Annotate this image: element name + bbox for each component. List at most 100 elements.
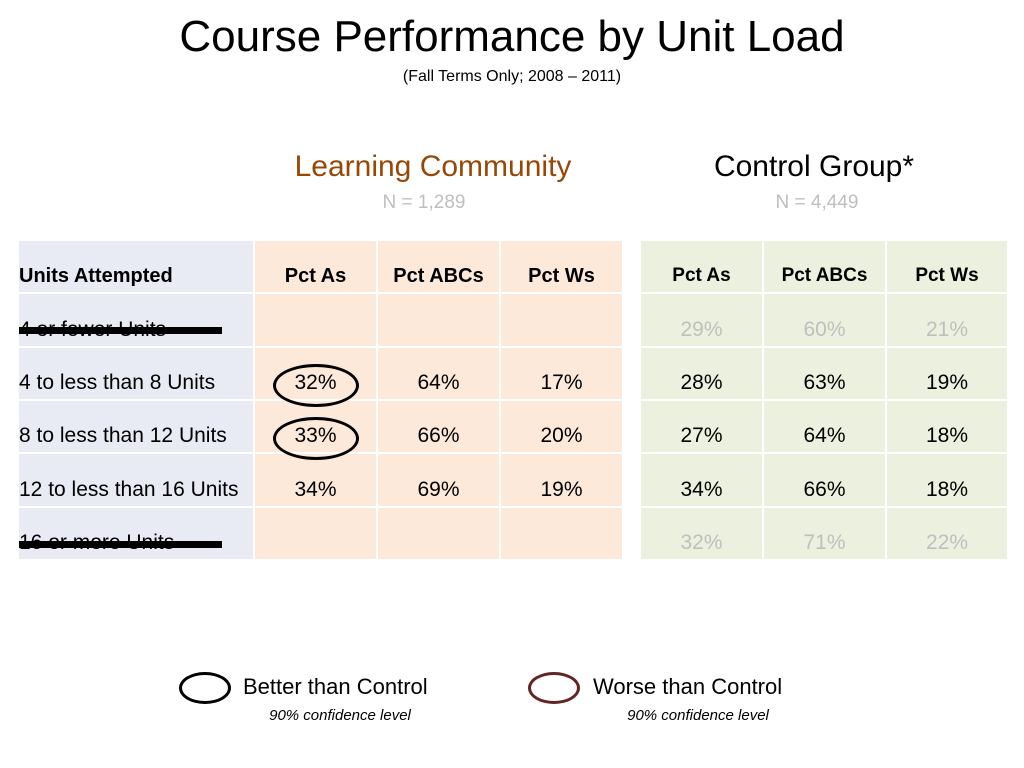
cg-pct-abcs-value: 60% — [803, 317, 846, 341]
table-row: 4 or fewer Units 29% 60% 21% — [18, 293, 1008, 347]
table-header-row: Units Attempted Pct As Pct ABCs Pct Ws P… — [18, 240, 1008, 294]
results-table: Units Attempted Pct As Pct ABCs Pct Ws P… — [18, 240, 1008, 560]
cg-header-cell: Pct Ws — [886, 240, 1008, 294]
lc-value-cell — [254, 293, 377, 347]
lc-pct-abcs-header: Pct ABCs — [393, 265, 484, 288]
legend-note: 90% confidence level — [269, 707, 411, 724]
cg-header-cell: Pct ABCs — [763, 240, 886, 294]
lc-value-cell — [377, 506, 500, 560]
cg-pct-as-value: 29% — [680, 317, 723, 341]
lc-pct-as-value: 33% — [294, 424, 337, 448]
lc-value-cell: 20% — [500, 399, 623, 454]
lc-value-cell: 69% — [377, 453, 500, 507]
lc-value-cell: 32% — [254, 346, 377, 407]
cg-pct-ws-value: 18% — [925, 424, 969, 448]
row-label-cell: 16 or more Units — [18, 506, 254, 560]
row-label: 4 to less than 8 Units — [19, 370, 216, 394]
cg-pct-ws-value: 22% — [925, 530, 969, 554]
row-label-cell: 12 to less than 16 Units — [18, 453, 254, 507]
cg-pct-abcs-value: 64% — [803, 424, 846, 448]
cg-pct-abcs-header: Pct ABCs — [781, 265, 868, 287]
cg-pct-ws-header: Pct Ws — [915, 265, 979, 287]
lc-pct-as-header: Pct As — [284, 265, 347, 288]
table-row: 12 to less than 16 Units 34% 69% 19% 34%… — [18, 453, 1008, 507]
lc-pct-ws-header: Pct Ws — [528, 265, 595, 288]
cg-value-cell: 29% — [640, 293, 763, 347]
lc-header-cell: Pct ABCs — [377, 240, 500, 294]
lc-value-cell: 66% — [377, 399, 500, 454]
cg-pct-as-value: 32% — [680, 530, 723, 554]
lc-header-cell: Pct As — [254, 240, 377, 294]
cg-header-cell: Pct As — [640, 240, 763, 294]
strikethrough-line — [19, 327, 222, 335]
lc-pct-as-value: 34% — [294, 477, 337, 501]
cg-value-cell: 71% — [763, 506, 886, 560]
lc-value-cell: 17% — [500, 346, 623, 400]
cg-pct-as-value: 27% — [680, 424, 723, 448]
legend-label: Worse than Control — [593, 674, 783, 699]
lc-pct-as-value: 32% — [294, 370, 337, 394]
cg-value-cell: 27% — [640, 399, 763, 454]
cg-pct-abcs-value: 63% — [803, 370, 846, 394]
legend-item-worse: Worse than Control 90% confidence level — [528, 670, 818, 732]
row-label-cell: 4 to less than 8 Units — [18, 346, 254, 400]
cg-pct-as-value: 28% — [680, 370, 723, 394]
lc-value-cell — [500, 506, 623, 560]
cg-pct-abcs-value: 66% — [803, 477, 846, 501]
lc-value-cell — [254, 506, 377, 560]
cg-value-cell: 19% — [886, 346, 1008, 400]
slide-title: Course Performance by Unit Load — [179, 12, 845, 61]
legend-ellipse-icon — [528, 672, 580, 704]
lc-value-cell — [377, 293, 500, 347]
cg-pct-ws-value: 21% — [925, 317, 969, 341]
cg-value-cell: 64% — [763, 399, 886, 454]
legend-note: 90% confidence level — [627, 707, 769, 724]
cg-value-cell: 21% — [886, 293, 1008, 347]
cg-pct-as-header: Pct As — [672, 265, 731, 287]
lc-value-cell: 33% — [254, 399, 377, 460]
cg-pct-ws-value: 19% — [925, 370, 969, 394]
lc-pct-ws-value: 19% — [540, 477, 583, 501]
lc-pct-ws-value: 17% — [540, 370, 583, 394]
lc-header-cell: Pct Ws — [500, 240, 623, 294]
cg-value-cell: 28% — [640, 346, 763, 400]
lc-value-cell — [500, 293, 623, 347]
control-group-n: N = 4,449 — [775, 192, 859, 213]
lc-value-cell: 19% — [500, 453, 623, 507]
learning-community-title: Learning Community — [294, 150, 572, 183]
cg-pct-as-value: 34% — [680, 477, 723, 501]
lc-pct-ws-value: 20% — [540, 424, 583, 448]
row-label: 8 to less than 12 Units — [19, 424, 227, 448]
cg-value-cell: 66% — [763, 453, 886, 507]
cg-value-cell: 18% — [886, 399, 1008, 454]
row-header-label: Units Attempted — [19, 265, 173, 288]
row-header-cell: Units Attempted — [18, 240, 254, 294]
lc-pct-abcs-value: 64% — [417, 370, 460, 394]
legend-label: Better than Control — [243, 674, 428, 699]
cg-value-cell: 60% — [763, 293, 886, 347]
learning-community-n: N = 1,289 — [382, 192, 466, 213]
table-row: 16 or more Units 32% 71% 22% — [18, 506, 1008, 560]
lc-pct-abcs-value: 66% — [417, 424, 460, 448]
cg-pct-abcs-value: 71% — [803, 530, 846, 554]
lc-pct-abcs-value: 69% — [417, 477, 460, 501]
strikethrough-line — [19, 540, 222, 548]
cg-pct-ws-value: 18% — [925, 477, 969, 501]
row-label-cell: 8 to less than 12 Units — [18, 399, 254, 454]
cg-value-cell: 22% — [886, 506, 1008, 560]
legend-ellipse-icon — [179, 672, 231, 704]
lc-value-cell: 64% — [377, 346, 500, 400]
slide-subtitle: (Fall Terms Only; 2008 – 2011) — [402, 68, 622, 85]
cg-value-cell: 34% — [640, 453, 763, 507]
lc-value-cell: 34% — [254, 453, 377, 507]
control-group-title: Control Group* — [713, 150, 915, 183]
table-row: 8 to less than 12 Units 33% 66% 20% 27% … — [18, 399, 1008, 460]
table-row: 4 to less than 8 Units 32% 64% 17% 28% 6… — [18, 346, 1008, 407]
cg-value-cell: 32% — [640, 506, 763, 560]
legend-item-better: Better than Control 90% confidence level — [179, 670, 469, 732]
cg-value-cell: 63% — [763, 346, 886, 400]
row-label: 12 to less than 16 Units — [19, 477, 239, 501]
row-label-cell: 4 or fewer Units — [18, 293, 254, 347]
cg-value-cell: 18% — [886, 453, 1008, 507]
